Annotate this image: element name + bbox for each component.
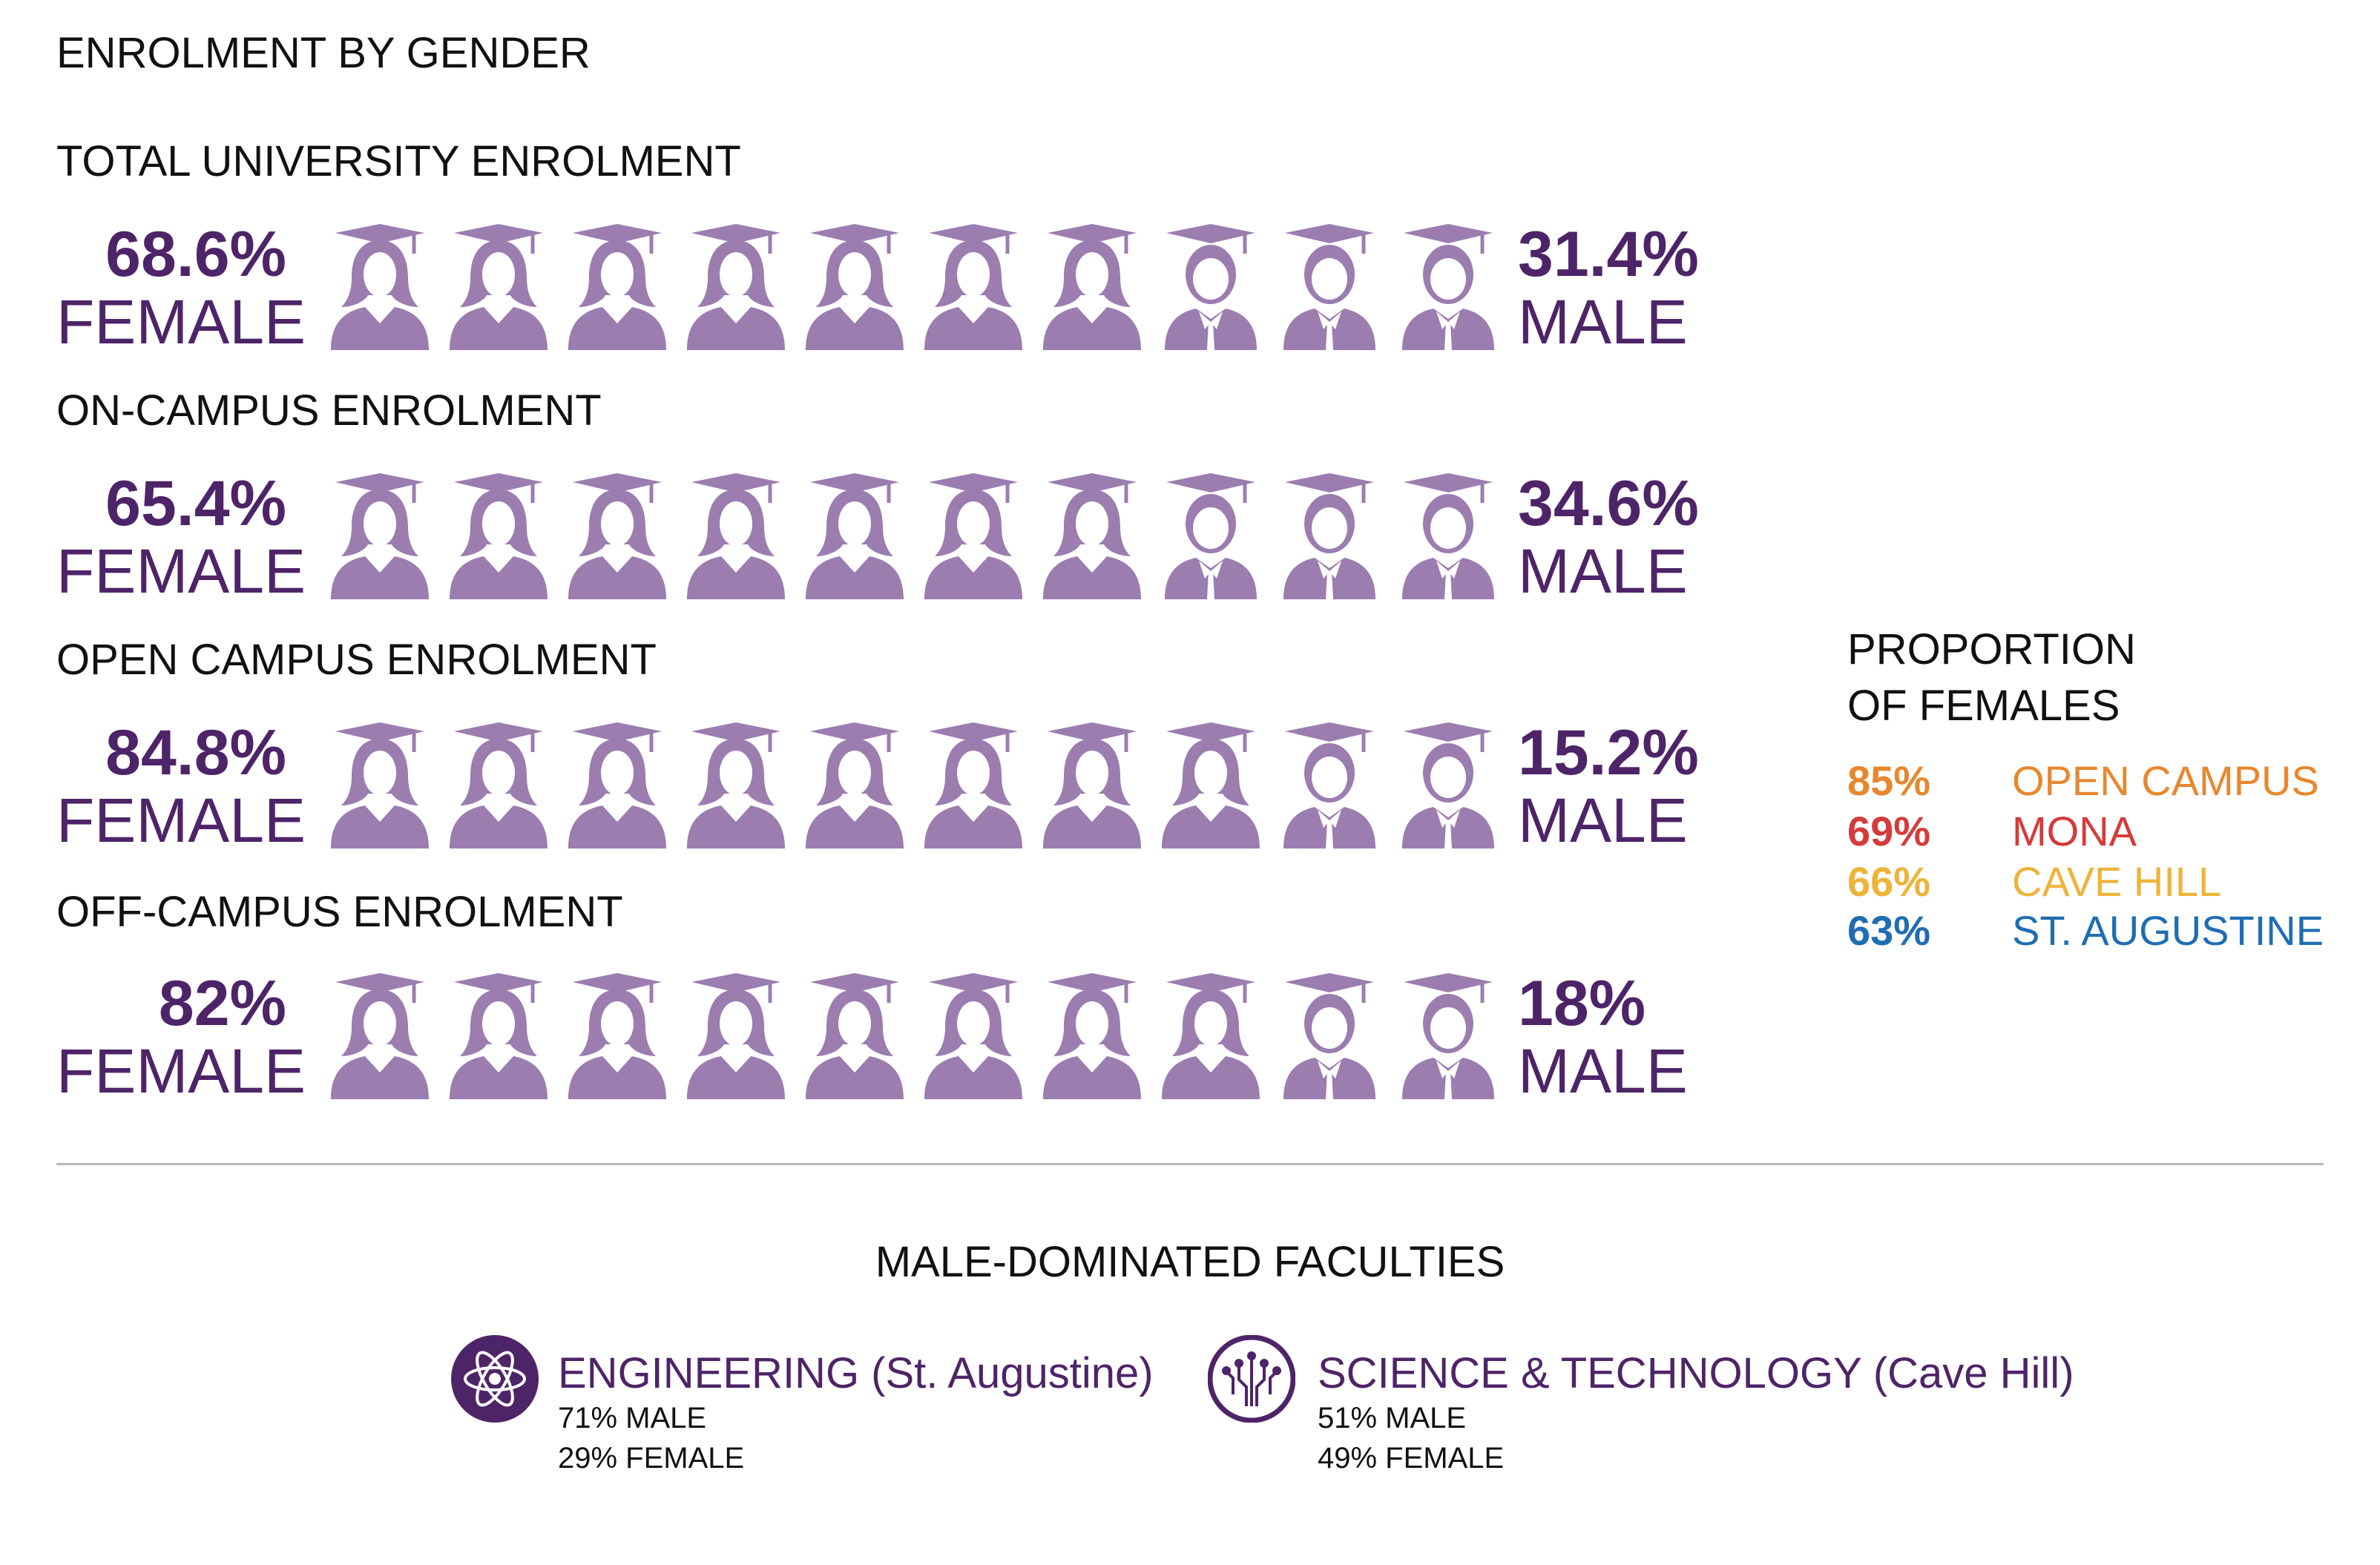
male-pct-on-campus: 34.6% (1518, 468, 1699, 539)
faculty-name-science-technology: SCIENCE & TECHNOLOGY (Cave Hill) (1318, 1349, 2074, 1397)
male-icon (1402, 722, 1494, 849)
icon-row-open-campus (331, 722, 1497, 849)
female-icon (331, 224, 429, 350)
icon-row-on-campus (331, 473, 1497, 599)
male-icon (1283, 973, 1375, 1099)
proportion-title-line1: PROPORTION (1847, 625, 2136, 673)
proportion-title-line2: OF FEMALES (1847, 682, 2120, 730)
male-label-on-campus: MALE (1518, 536, 1688, 606)
faculty-female-science-technology: 49% FEMALE (1318, 1442, 1505, 1475)
male-label-total: MALE (1518, 287, 1688, 357)
proportion-pct-mona: 69% (1847, 808, 1931, 854)
divider (56, 1163, 2324, 1165)
section-title-on-campus: ON-CAMPUS ENROLMENT (56, 386, 602, 435)
male-icon (1283, 224, 1375, 350)
female-icon (331, 722, 429, 849)
male-pct-open-campus: 15.2% (1518, 717, 1699, 788)
male-pct-total: 31.4% (1518, 219, 1699, 290)
female-icon (568, 722, 666, 849)
female-pct-total: 68.6% (105, 219, 286, 290)
female-pct-off-campus: 82% (158, 968, 286, 1039)
female-icon (1043, 224, 1141, 350)
section-title-off-campus: OFF-CAMPUS ENROLMENT (56, 888, 623, 936)
male-label-open-campus: MALE (1518, 785, 1688, 855)
atom-icon (451, 1335, 539, 1423)
proportion-pct-st-augustine: 63% (1847, 907, 1931, 954)
faculty-male-engineering: 71% MALE (558, 1402, 707, 1434)
female-icon (331, 473, 429, 599)
icon-row-off-campus (331, 973, 1497, 1099)
female-label-total: FEMALE (56, 287, 306, 357)
female-icon (1162, 973, 1260, 1099)
male-icon (1165, 224, 1257, 350)
female-icon (687, 224, 785, 350)
female-icon (924, 224, 1022, 350)
male-icon (1283, 722, 1375, 849)
male-icon (1402, 224, 1494, 350)
female-pct-on-campus: 65.4% (105, 468, 286, 539)
faculty-female-engineering: 29% FEMALE (558, 1442, 745, 1475)
proportion-name-open-campus: OPEN CAMPUS (2012, 757, 2319, 804)
female-icon (806, 224, 904, 350)
female-icon (806, 973, 904, 1099)
female-icon (806, 473, 904, 599)
proportion-pct-cave-hill: 66% (1847, 858, 1931, 905)
female-icon (1043, 722, 1141, 849)
female-icon (687, 722, 785, 849)
female-icon (1043, 473, 1141, 599)
female-icon (450, 473, 548, 599)
circuit-icon (1207, 1334, 1296, 1423)
male-icon (1165, 473, 1257, 599)
faculties-title: MALE-DOMINATED FACULTIES (875, 1238, 1505, 1286)
proportion-name-cave-hill: CAVE HILL (2012, 858, 2222, 905)
female-label-open-campus: FEMALE (56, 785, 306, 855)
female-icon (687, 473, 785, 599)
female-icon (568, 973, 666, 1099)
male-icon (1402, 473, 1494, 599)
male-icon (1402, 973, 1494, 1099)
faculty-male-science-technology: 51% MALE (1318, 1402, 1467, 1434)
female-icon (450, 973, 548, 1099)
female-pct-open-campus: 84.8% (105, 717, 286, 788)
proportion-name-mona: MONA (2012, 808, 2137, 854)
female-icon (924, 973, 1022, 1099)
female-icon (806, 722, 904, 849)
female-label-off-campus: FEMALE (56, 1036, 306, 1106)
proportion-name-st-augustine: ST. AUGUSTINE (2012, 907, 2324, 954)
female-icon (1162, 722, 1260, 849)
female-icon (450, 224, 548, 350)
female-icon (568, 473, 666, 599)
faculty-name-engineering: ENGINEERING (St. Augustine) (558, 1349, 1154, 1397)
female-icon (450, 722, 548, 849)
female-icon (924, 473, 1022, 599)
female-icon (924, 722, 1022, 849)
female-label-on-campus: FEMALE (56, 536, 306, 606)
page-title: ENROLMENT BY GENDER (56, 29, 591, 77)
section-title-total: TOTAL UNIVERSITY ENROLMENT (56, 137, 741, 185)
male-icon (1283, 473, 1375, 599)
female-icon (687, 973, 785, 1099)
icon-row-total (331, 224, 1497, 350)
proportion-title: PROPORTION OF FEMALES (1847, 622, 2136, 734)
female-icon (1043, 973, 1141, 1099)
male-pct-off-campus: 18% (1518, 968, 1646, 1039)
proportion-pct-open-campus: 85% (1847, 757, 1931, 804)
female-icon (331, 973, 429, 1099)
section-title-open-campus: OPEN CAMPUS ENROLMENT (56, 636, 657, 684)
male-label-off-campus: MALE (1518, 1036, 1688, 1106)
female-icon (568, 224, 666, 350)
